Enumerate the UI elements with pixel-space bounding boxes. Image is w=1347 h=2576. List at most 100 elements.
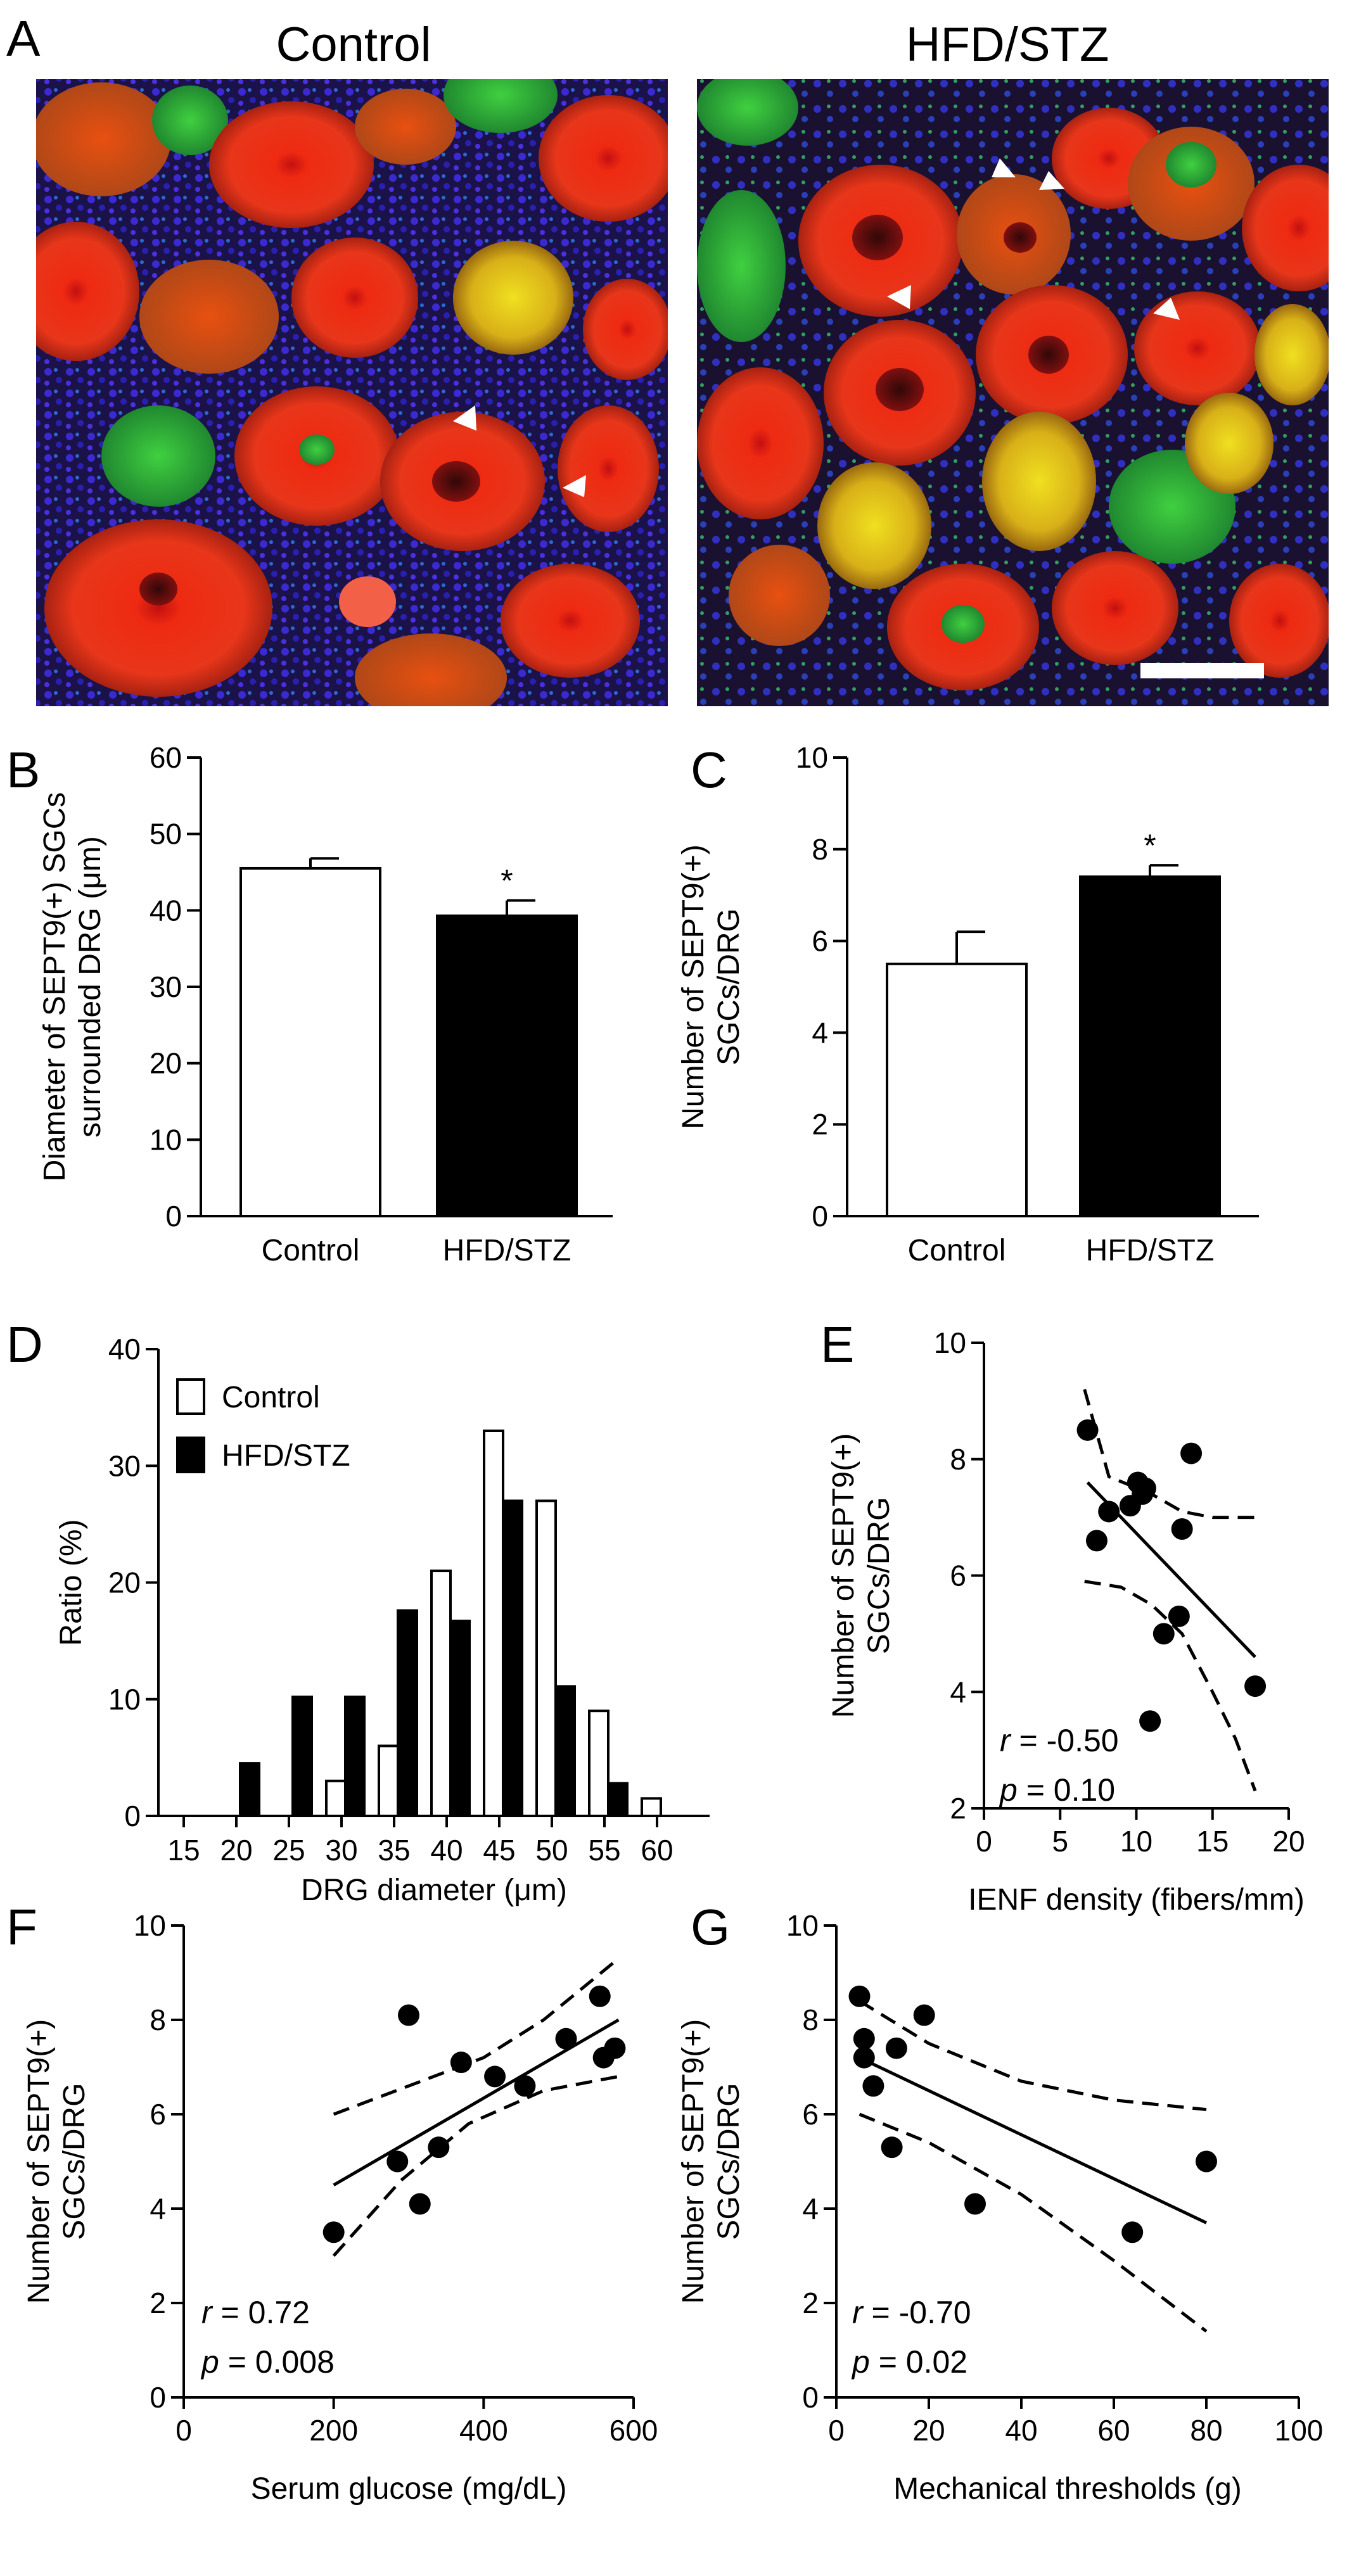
data-point	[885, 2037, 907, 2059]
micrograph-title-control: Control	[276, 18, 431, 72]
correlation-r-label: r = 0.72	[201, 2295, 310, 2330]
y-axis-title: SGCs/DRG	[712, 2083, 746, 2240]
x-tick-label: 40	[430, 1834, 463, 1867]
y-tick-label: 0	[124, 1799, 141, 1832]
panel-label-e: E	[820, 1316, 854, 1373]
y-tick-label: 50	[150, 818, 182, 851]
y-tick-label: 2	[812, 1108, 828, 1141]
bar-hfdstz	[239, 1762, 260, 1817]
p-symbol: p	[200, 2344, 219, 2380]
y-tick-label: 10	[796, 741, 828, 774]
significance-marker: *	[1144, 828, 1156, 863]
legend-swatch	[176, 1437, 205, 1473]
y-axis-title: surrounded DRG (μm)	[73, 836, 107, 1138]
x-axis-title: DRG diameter (μm)	[301, 1874, 567, 1907]
panel-label-g: G	[691, 1899, 730, 1955]
x-tick-label: HFD/STZ	[1086, 1234, 1215, 1267]
data-point	[386, 2150, 409, 2173]
bar-control	[535, 1499, 557, 1817]
y-tick-label: 6	[802, 2098, 819, 2131]
data-point	[964, 2193, 986, 2215]
data-point	[322, 2221, 345, 2243]
y-tick-label: 40	[108, 1333, 141, 1366]
y-axis-title: SGCs/DRG	[58, 2083, 91, 2240]
y-tick-label: 8	[950, 1443, 966, 1476]
y-tick-label: 10	[150, 1123, 182, 1156]
data-point	[1098, 1501, 1120, 1523]
data-point	[1121, 2221, 1144, 2243]
y-tick-label: 10	[108, 1683, 141, 1716]
micrograph-title-hfd-stz: HFD/STZ	[906, 18, 1109, 72]
x-tick-label: 20	[912, 2414, 945, 2447]
regression-line	[859, 2056, 1208, 2224]
bar-hfdstz	[607, 1782, 629, 1817]
r-symbol: r	[201, 2295, 214, 2330]
x-tick-label: 55	[588, 1834, 620, 1867]
data-point	[1180, 1442, 1203, 1464]
data-point	[853, 2046, 875, 2069]
data-point	[1134, 1477, 1156, 1499]
y-tick-label: 6	[812, 925, 828, 958]
x-tick-label: 50	[535, 1834, 568, 1867]
x-tick-label: 0	[176, 2414, 192, 2447]
y-tick-label: 2	[802, 2287, 819, 2319]
scatter-panel-e: E 2 4 6 8 10 Number of SEPT9(+) SGCs/DRG 0 5 10 15…	[820, 1316, 1305, 1917]
bar-control	[886, 962, 1028, 1218]
y-tick-label: 40	[150, 894, 182, 927]
bar-hfdstz	[502, 1499, 523, 1817]
data-point	[853, 2027, 875, 2050]
bar-control	[483, 1429, 504, 1818]
y-tick-label: 2	[150, 2287, 166, 2319]
panel-label-d: D	[6, 1316, 43, 1373]
data-point	[862, 2075, 884, 2097]
bar-control	[378, 1744, 399, 1817]
y-tick-label: 20	[150, 1047, 182, 1080]
p-value: = 0.02	[870, 2344, 967, 2380]
scatter-panel-f: F 0 2 4 6 8 10 Number of SEPT9(+) SGCs/DRG 0 200 4…	[6, 1899, 658, 2506]
data-point	[1152, 1623, 1175, 1645]
data-point	[555, 2027, 577, 2050]
y-tick-label: 4	[150, 2192, 166, 2225]
y-axis-title: Number of SEPT9(+)	[677, 2019, 710, 2304]
scatter-panel-g: G 0 2 4 6 8 10 Number of SEPT9(+) SGCs/DRG 0 20 40…	[677, 1899, 1323, 2506]
data-point	[881, 2136, 903, 2159]
y-tick-label: 0	[802, 2381, 819, 2414]
arrowhead-marker	[887, 285, 911, 309]
y-axis-title: Diameter of SEPT9(+) SGCs	[38, 792, 72, 1182]
micrograph-control	[36, 79, 668, 706]
r-symbol: r	[852, 2295, 864, 2330]
y-tick-label: 10	[934, 1326, 966, 1359]
confidence-band-upper	[1083, 1388, 1258, 1520]
x-tick-label: 80	[1190, 2414, 1222, 2447]
bar-control	[588, 1710, 610, 1818]
data-point	[1139, 1710, 1161, 1732]
bar-chart-panel-b: B 0 10 20 30 40 50 60 Diameter of SEPT9(+) SGCs…	[6, 741, 613, 1267]
r-value: = 0.72	[212, 2295, 310, 2330]
micrograph-hfd-stz	[697, 79, 1329, 706]
x-tick-label: 600	[610, 2414, 658, 2447]
y-tick-label: 0	[150, 2381, 166, 2414]
bar-hfdstz	[449, 1620, 471, 1817]
scale-bar	[1140, 663, 1264, 678]
y-tick-label: 10	[134, 1909, 166, 1942]
p-value-label: p = 0.10	[999, 1772, 1115, 1808]
x-tick-label: Control	[908, 1234, 1006, 1267]
x-tick-label: 15	[1196, 1825, 1229, 1858]
p-value-label: p = 0.008	[200, 2344, 335, 2380]
regression-line	[333, 2018, 620, 2186]
arrowhead-marker	[992, 158, 1016, 177]
x-tick-label: 60	[641, 1834, 673, 1867]
y-axis-title: Number of SEPT9(+)	[677, 844, 710, 1129]
x-tick-label: 0	[828, 2414, 845, 2447]
data-point	[514, 2075, 536, 2097]
x-tick-label: 35	[378, 1834, 410, 1867]
y-tick-label: 4	[950, 1675, 966, 1708]
bar-hfdstz	[397, 1609, 418, 1817]
bar-control	[430, 1570, 452, 1817]
arrowhead-marker	[1039, 171, 1064, 190]
x-tick-label: 60	[1097, 2414, 1130, 2447]
confidence-band-lower	[1084, 1580, 1257, 1792]
y-axis-title: Number of SEPT9(+)	[827, 1433, 860, 1718]
data-point	[1168, 1605, 1190, 1627]
